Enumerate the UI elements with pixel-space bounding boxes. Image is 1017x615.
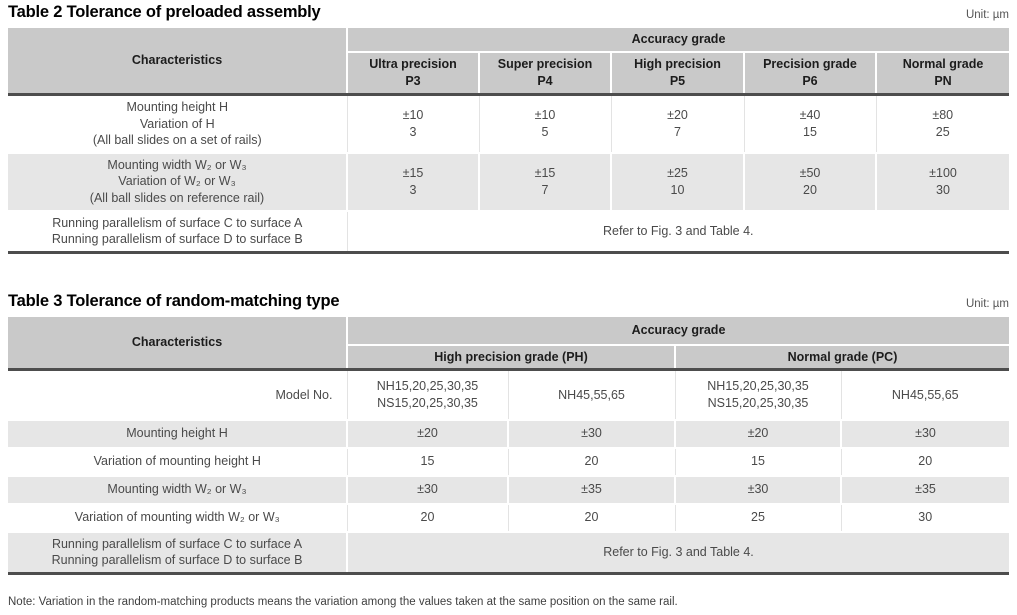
cell-characteristic: Model No. — [8, 369, 348, 420]
table-row: Model No. NH15,20,25,30,35 NS15,20,25,30… — [8, 369, 1009, 420]
table3-group-normal: Normal grade (PC) — [674, 343, 1009, 371]
cell-value: ±100 30 — [874, 151, 1010, 212]
cell-characteristic: Running parallelism of surface C to surf… — [8, 210, 348, 254]
cell-value: ±80 25 — [875, 94, 1010, 153]
table-row: High precision grade (PH) Normal grade (… — [8, 343, 1009, 371]
cell-characteristic: Variation of mounting height H — [8, 447, 348, 476]
table2-accuracy-grade-header: Accuracy grade — [345, 28, 1010, 53]
cell-value: NH15,20,25,30,35 NS15,20,25,30,35 — [674, 369, 842, 420]
table-row: Characteristics Accuracy grade — [8, 316, 1009, 371]
cell-value: ±20 7 — [610, 94, 745, 153]
cell-value: ±15 7 — [478, 151, 612, 212]
cell-value: ±10 5 — [478, 94, 612, 153]
cell-value: ±30 — [507, 418, 676, 449]
table2-header: Characteristics Accuracy grade Ultra pre… — [8, 28, 1010, 96]
spacer — [8, 254, 1009, 292]
table3: Characteristics Accuracy grade High prec… — [8, 316, 1009, 575]
cell-value: 20 — [346, 503, 509, 532]
cell-characteristic: Mounting width W₂ or W₃ Variation of W₂ … — [8, 151, 348, 212]
table2-body: Mounting height H Variation of H (All ba… — [8, 94, 1010, 254]
cell-characteristic: Running parallelism of surface C to surf… — [8, 530, 348, 575]
table-row: Characteristics Accuracy grade — [8, 28, 1010, 96]
table2-title-row: Table 2 Tolerance of preloaded assembly … — [8, 3, 1009, 22]
cell-value: ±30 — [346, 474, 509, 505]
cell-value: ±10 3 — [346, 94, 480, 153]
table2-unit-label: Unit: µm — [965, 9, 1009, 21]
table-row: Mounting height H ±20 ±30 ±20 ±30 — [8, 418, 1009, 449]
table2-col-super-precision: Super precision P4 — [478, 50, 612, 96]
cell-value: ±40 15 — [743, 94, 877, 153]
cell-value: ±25 10 — [610, 151, 745, 212]
cell-characteristic: Mounting width W₂ or W₃ — [8, 474, 348, 505]
table2-col-ultra-precision: Ultra precision P3 — [347, 50, 480, 96]
cell-value: ±20 — [346, 418, 509, 449]
table-row: Mounting height H Variation of H (All ba… — [8, 94, 1010, 153]
cell-value: 20 — [840, 447, 1009, 476]
table3-group-high-precision: High precision grade (PH) — [347, 343, 676, 371]
table3-title: Table 3 Tolerance of random-matching typ… — [8, 291, 340, 310]
table3-characteristics-header: Characteristics — [8, 316, 348, 371]
cell-characteristic: Mounting height H Variation of H (All ba… — [8, 94, 348, 153]
cell-value: ±35 — [507, 474, 676, 505]
table3-body: Model No. NH15,20,25,30,35 NS15,20,25,30… — [8, 369, 1009, 575]
table-row: Ultra precision P3 Super precision P4 Hi… — [8, 50, 1010, 96]
cell-value: 15 — [346, 447, 509, 476]
cell-value: 20 — [507, 503, 676, 532]
cell-value: 25 — [674, 503, 842, 532]
table2-col-normal-grade: Normal grade PN — [874, 50, 1010, 96]
table3-header: Characteristics Accuracy grade High prec… — [8, 316, 1009, 371]
table2-characteristics-header: Characteristics — [8, 28, 348, 96]
cell-value: ±30 — [674, 474, 842, 505]
table2-col-precision-grade: Precision grade P6 — [743, 50, 877, 96]
table-row: Variation of mounting height H 15 20 15 … — [8, 447, 1009, 476]
cell-characteristic: Mounting height H — [8, 418, 348, 449]
table-row: Mounting width W₂ or W₃ ±30 ±35 ±30 ±35 — [8, 474, 1009, 505]
table-row: Mounting width W₂ or W₃ Variation of W₂ … — [8, 151, 1010, 212]
cell-value: NH45,55,65 — [507, 369, 676, 420]
table3-unit-label: Unit: µm — [965, 297, 1009, 310]
table-row: Running parallelism of surface C to surf… — [8, 530, 1009, 575]
cell-value: 20 — [507, 447, 676, 476]
cell-value: ±30 — [840, 418, 1009, 449]
footnote: Note: Variation in the random-matching p… — [8, 595, 678, 608]
cell-merged-reference: Refer to Fig. 3 and Table 4. — [346, 210, 1010, 254]
cell-value: ±20 — [674, 418, 842, 449]
table3-accuracy-grade-header: Accuracy grade — [346, 316, 1009, 346]
cell-value: NH45,55,65 — [840, 369, 1009, 420]
table-row: Variation of mounting width W₂ or W₃ 20 … — [8, 503, 1009, 532]
cell-value: 15 — [674, 447, 842, 476]
cell-characteristic: Variation of mounting width W₂ or W₃ — [8, 503, 348, 532]
cell-value: ±15 3 — [346, 151, 480, 212]
table2: Characteristics Accuracy grade Ultra pre… — [8, 28, 1010, 254]
table-row: Running parallelism of surface C to surf… — [8, 210, 1010, 254]
cell-merged-reference: Refer to Fig. 3 and Table 4. — [346, 530, 1009, 575]
cell-value: ±35 — [840, 474, 1009, 505]
table3-title-row: Table 3 Tolerance of random-matching typ… — [8, 292, 1009, 311]
cell-value: 30 — [840, 503, 1009, 532]
table2-col-high-precision: High precision P5 — [610, 50, 745, 96]
cell-value: NH15,20,25,30,35 NS15,20,25,30,35 — [346, 369, 509, 420]
cell-value: ±50 20 — [743, 151, 877, 212]
table2-title: Table 2 Tolerance of preloaded assembly — [8, 3, 321, 21]
